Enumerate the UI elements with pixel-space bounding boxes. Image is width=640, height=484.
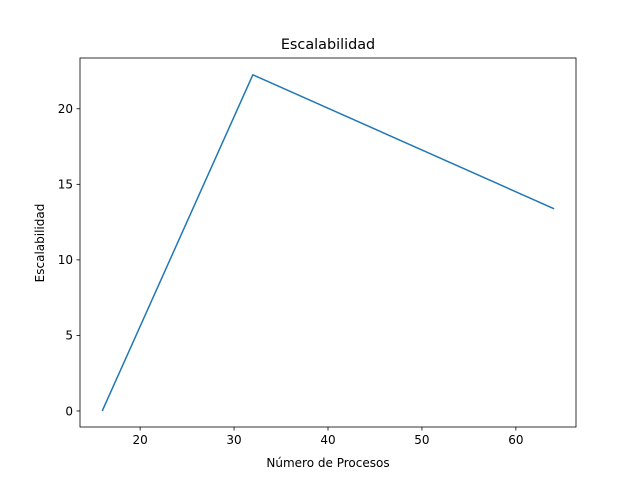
x-axis-label: Número de Procesos — [266, 456, 389, 470]
x-tick-label: 40 — [320, 433, 335, 447]
y-tick-label: 0 — [65, 404, 73, 418]
y-tick-label: 20 — [58, 102, 73, 116]
chart-title: Escalabilidad — [281, 37, 375, 53]
y-axis-label: Escalabilidad — [33, 204, 47, 283]
x-tick-label: 20 — [132, 433, 147, 447]
x-tick-label: 30 — [226, 433, 241, 447]
y-tick-label: 10 — [58, 253, 73, 267]
y-tick-label: 15 — [58, 178, 73, 192]
x-tick-label: 50 — [414, 433, 429, 447]
x-tick-label: 60 — [508, 433, 523, 447]
y-tick-label: 5 — [65, 329, 73, 343]
